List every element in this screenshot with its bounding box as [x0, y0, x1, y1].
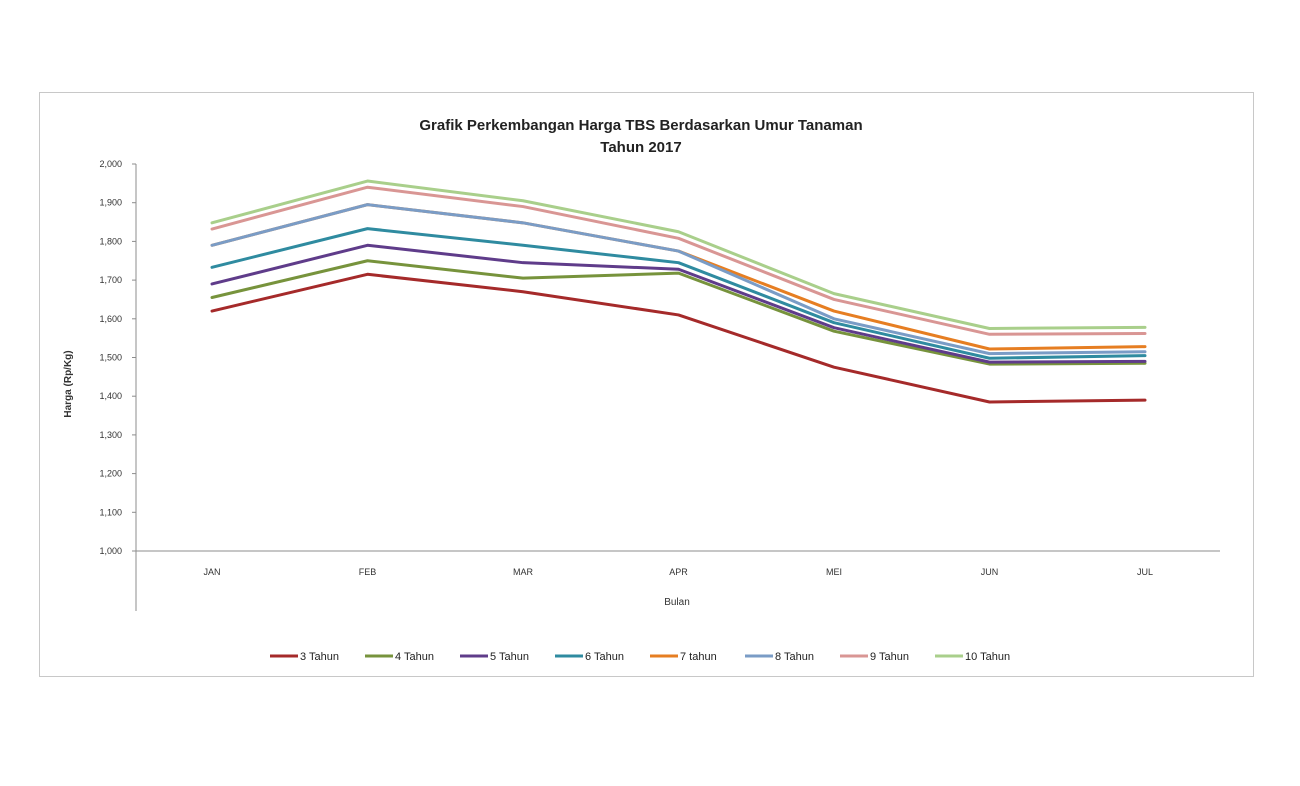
x-tick-label: JUL: [1137, 567, 1153, 577]
series-layer: [210, 179, 1147, 404]
y-tick-label: 1,200: [99, 469, 122, 479]
legend-label: 9 Tahun: [870, 651, 909, 663]
x-axis-label: Bulan: [664, 597, 690, 608]
y-tick-label: 1,100: [99, 507, 122, 517]
y-tick-label: 1,600: [99, 314, 122, 324]
legend-label: 4 Tahun: [395, 651, 434, 663]
x-axis: JAN FEB MAR APR MEI JUN JUL: [136, 550, 1220, 577]
legend-label: 8 Tahun: [775, 651, 814, 663]
legend-label: 3 Tahun: [300, 651, 339, 663]
legend: 3 Tahun 4 Tahun 5 Tahun 6 Tahun 7 tahun 8 Tah…: [270, 651, 1010, 663]
series-line-4: [210, 227, 1147, 360]
y-tick-label: 1,900: [99, 198, 122, 208]
series-line-3: [210, 243, 1147, 364]
y-tick-label: 1,300: [99, 430, 122, 440]
series-line-6: [210, 203, 1147, 356]
series-line-2: [210, 259, 1147, 366]
chart-frame: Grafik Perkembangan Harga TBS Berdasarka…: [39, 92, 1254, 677]
y-tick-label: 2,000: [99, 159, 122, 169]
y-tick-label: 1,700: [99, 275, 122, 285]
x-tick-label: MAR: [513, 567, 534, 577]
legend-label: 7 tahun: [680, 651, 717, 663]
chart-title: Grafik Perkembangan Harga TBS Berdasarka…: [419, 117, 862, 134]
x-tick-label: JUN: [981, 567, 999, 577]
x-tick-label: MEI: [826, 567, 842, 577]
y-axis-label: Harga (Rp/Kg): [63, 350, 74, 417]
series-line-7: [210, 185, 1147, 336]
series-line-8: [210, 179, 1147, 330]
x-tick-label: APR: [669, 567, 688, 577]
chart-subtitle: Tahun 2017: [600, 139, 681, 156]
legend-label: 5 Tahun: [490, 651, 529, 663]
y-tick-label: 1,400: [99, 391, 122, 401]
x-tick-label: FEB: [359, 567, 377, 577]
y-axis: 1,000 1,100 1,200 1,300 1,400 1,500 1,600 1,700…: [99, 159, 137, 611]
legend-label: 10 Tahun: [965, 651, 1010, 663]
y-tick-label: 1,800: [99, 236, 122, 246]
legend-label: 6 Tahun: [585, 651, 624, 663]
y-tick-label: 1,000: [99, 546, 122, 556]
x-tick-label: JAN: [203, 567, 220, 577]
series-line-1: [210, 272, 1147, 404]
y-tick-label: 1,500: [99, 353, 122, 363]
line-chart: Grafik Perkembangan Harga TBS Berdasarka…: [63, 117, 1220, 663]
